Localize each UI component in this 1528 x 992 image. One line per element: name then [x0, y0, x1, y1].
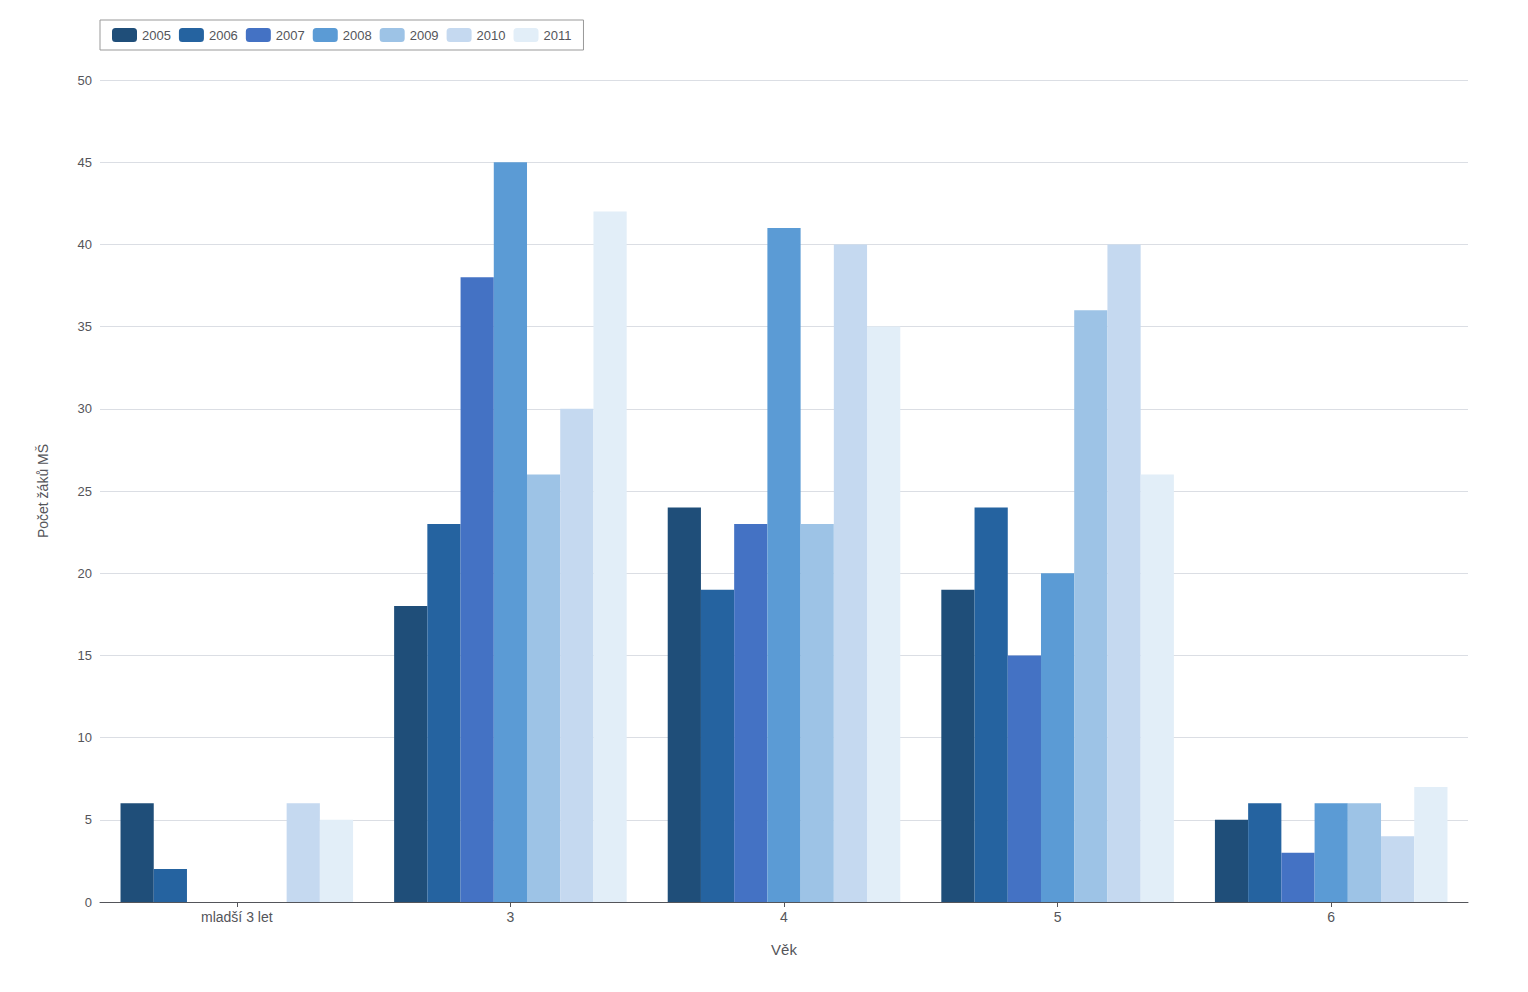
svg-text:2007: 2007 [276, 28, 305, 43]
svg-text:2005: 2005 [142, 28, 171, 43]
svg-text:2009: 2009 [410, 28, 439, 43]
svg-text:6: 6 [1327, 909, 1335, 925]
svg-text:10: 10 [78, 730, 92, 745]
svg-text:4: 4 [780, 909, 788, 925]
svg-text:0: 0 [85, 895, 92, 910]
svg-text:20: 20 [78, 566, 92, 581]
svg-text:30: 30 [78, 401, 92, 416]
svg-text:5: 5 [85, 812, 92, 827]
svg-text:2006: 2006 [209, 28, 238, 43]
svg-text:40: 40 [78, 237, 92, 252]
svg-text:2008: 2008 [343, 28, 372, 43]
svg-text:Počet žáků MŠ: Počet žáků MŠ [35, 444, 51, 538]
svg-text:50: 50 [78, 73, 92, 88]
svg-text:25: 25 [78, 484, 92, 499]
svg-text:mladší 3 let: mladší 3 let [201, 909, 273, 925]
svg-text:Věk: Věk [771, 941, 797, 958]
svg-text:35: 35 [78, 319, 92, 334]
svg-text:15: 15 [78, 648, 92, 663]
svg-text:2011: 2011 [544, 28, 572, 43]
svg-text:2010: 2010 [477, 28, 506, 43]
svg-text:45: 45 [78, 155, 92, 170]
svg-text:3: 3 [507, 909, 515, 925]
svg-text:5: 5 [1054, 909, 1062, 925]
